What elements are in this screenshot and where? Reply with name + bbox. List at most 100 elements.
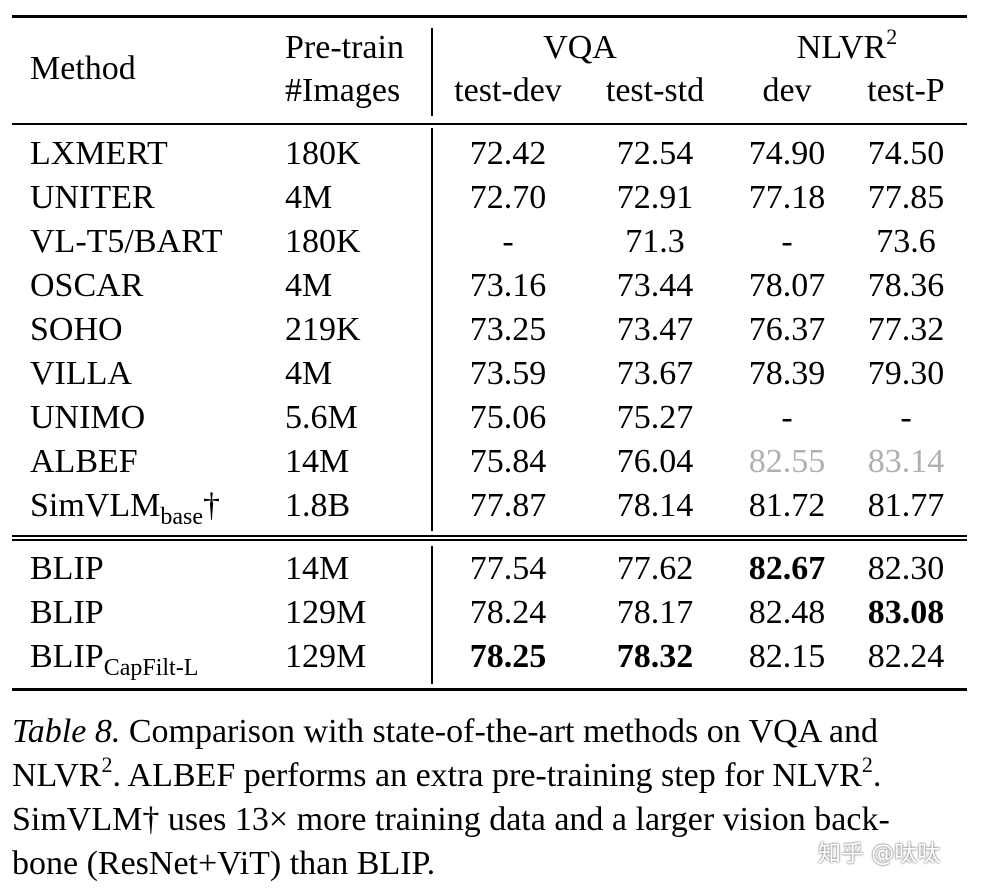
row-method: SOHO xyxy=(30,310,123,350)
row-value-test-dev: 73.59 xyxy=(469,355,547,392)
row-value-test-dev: 73.25 xyxy=(469,311,547,348)
row-value-test-dev: 75.06 xyxy=(469,399,547,436)
row-method: UNIMO xyxy=(30,398,145,438)
row-images: 129M xyxy=(285,594,367,631)
row-images: 14M xyxy=(285,550,350,587)
row-value-test-dev: 77.87 xyxy=(469,487,547,524)
row-value-test-std: 72.54 xyxy=(616,135,694,172)
row-value-test-p: 77.32 xyxy=(867,311,945,348)
column-separator-header xyxy=(431,28,433,116)
row-value-test-p: 82.24 xyxy=(867,638,945,675)
caption-text-1: Comparison with state-of-the-art methods… xyxy=(120,713,878,750)
caption-line-1: Table 8. Comparison with state-of-the-ar… xyxy=(12,710,978,754)
row-images: 129M xyxy=(285,638,367,675)
row-value-test-std: 77.62 xyxy=(616,550,694,587)
row-value-dev: 77.18 xyxy=(748,179,826,216)
table-group-rule-2 xyxy=(12,539,967,541)
row-images: 180K xyxy=(285,223,361,260)
row-value-test-dev: 77.54 xyxy=(469,550,547,587)
method-name: UNIMO xyxy=(30,399,146,436)
method-subscript: base xyxy=(160,504,204,530)
row-value-test-dev: 75.84 xyxy=(469,443,547,480)
header-vqa: VQA xyxy=(543,29,617,66)
method-name: ALBEF xyxy=(30,443,138,480)
method-name: LXMERT xyxy=(30,135,168,172)
row-value-dev: 78.07 xyxy=(748,267,826,304)
method-name: OSCAR xyxy=(30,267,144,304)
column-separator-bottom-body xyxy=(431,546,433,684)
row-value-test-p: 81.77 xyxy=(867,487,945,524)
method-name: SimVLM xyxy=(30,487,161,524)
row-value-test-dev: - xyxy=(502,223,514,260)
caption-line-2: NLVR2. ALBEF performs an extra pre-train… xyxy=(12,754,978,798)
row-method: OSCAR xyxy=(30,266,143,306)
row-value-dev: 76.37 xyxy=(748,311,826,348)
header-method: Method xyxy=(30,50,136,87)
row-method: BLIPCapFilt-L xyxy=(30,637,198,680)
row-value-test-std: 73.44 xyxy=(616,267,694,304)
row-method: UNITER xyxy=(30,178,155,218)
column-separator-top-body xyxy=(431,128,433,531)
row-value-test-p: - xyxy=(900,399,912,436)
row-value-test-std: 73.47 xyxy=(616,311,694,348)
caption-sup-1: 2 xyxy=(101,752,113,777)
row-value-dev: - xyxy=(781,399,793,436)
method-name: BLIP xyxy=(30,594,104,631)
row-value-test-p: 74.50 xyxy=(867,135,945,172)
caption-nlvr-a: NLVR xyxy=(12,757,102,794)
table-bottom-rule xyxy=(12,688,967,691)
header-nlvr-sup: 2 xyxy=(886,24,898,49)
row-value-dev: 78.39 xyxy=(748,355,826,392)
row-images: 14M xyxy=(285,443,350,480)
table-header-rule xyxy=(12,123,967,125)
row-value-test-p: 83.08 xyxy=(867,594,945,631)
row-value-test-p: 77.85 xyxy=(867,179,945,216)
header-test-std: test-std xyxy=(605,72,705,109)
header-dev: dev xyxy=(762,72,812,109)
row-value-test-std: 72.91 xyxy=(616,179,694,216)
caption-line-3: SimVLM† uses 13× more training data and … xyxy=(12,801,890,838)
row-value-test-std: 76.04 xyxy=(616,443,694,480)
row-value-test-p: 79.30 xyxy=(867,355,945,392)
row-value-test-dev: 78.25 xyxy=(469,638,547,675)
caption-line-4: bone (ResNet+ViT) than BLIP. xyxy=(12,845,436,882)
table-group-rule-1 xyxy=(12,535,967,537)
row-value-test-std: 73.67 xyxy=(616,355,694,392)
method-name: SOHO xyxy=(30,311,123,348)
row-value-test-std: 78.32 xyxy=(616,638,694,675)
row-value-test-p: 83.14 xyxy=(867,443,945,480)
row-method: BLIP xyxy=(30,593,104,633)
row-method: LXMERT xyxy=(30,134,168,174)
row-value-test-dev: 72.70 xyxy=(469,179,547,216)
caption-text-2: . ALBEF performs an extra pre-training s… xyxy=(112,757,862,794)
row-images: 219K xyxy=(285,311,361,348)
table-top-rule xyxy=(12,15,967,18)
row-method: VILLA xyxy=(30,354,132,394)
row-images: 5.6M xyxy=(285,399,358,436)
row-images: 180K xyxy=(285,135,361,172)
row-value-test-dev: 78.24 xyxy=(469,594,547,631)
row-images: 4M xyxy=(285,179,333,216)
row-value-dev: 81.72 xyxy=(748,487,826,524)
row-value-test-std: 75.27 xyxy=(616,399,694,436)
row-value-dev: 82.67 xyxy=(748,550,826,587)
row-method: BLIP xyxy=(30,549,104,589)
row-value-test-p: 78.36 xyxy=(867,267,945,304)
row-value-test-std: 78.17 xyxy=(616,594,694,631)
row-images: 4M xyxy=(285,267,333,304)
row-value-test-p: 82.30 xyxy=(867,550,945,587)
row-value-test-std: 71.3 xyxy=(625,223,685,260)
row-value-dev: 74.90 xyxy=(748,135,826,172)
header-test-dev: test-dev xyxy=(454,72,562,109)
row-method: VL-T5/BART xyxy=(30,222,223,262)
caption-sup-2: 2 xyxy=(861,752,873,777)
method-dagger: † xyxy=(203,487,221,524)
row-images: 1.8B xyxy=(285,487,351,524)
method-name: BLIP xyxy=(30,638,104,675)
row-value-test-std: 78.14 xyxy=(616,487,694,524)
method-name: VILLA xyxy=(30,355,132,392)
row-value-test-dev: 73.16 xyxy=(469,267,547,304)
method-subscript: CapFilt-L xyxy=(103,655,199,681)
row-value-dev: 82.55 xyxy=(748,443,826,480)
header-nlvr: NLVR2 xyxy=(747,26,947,68)
